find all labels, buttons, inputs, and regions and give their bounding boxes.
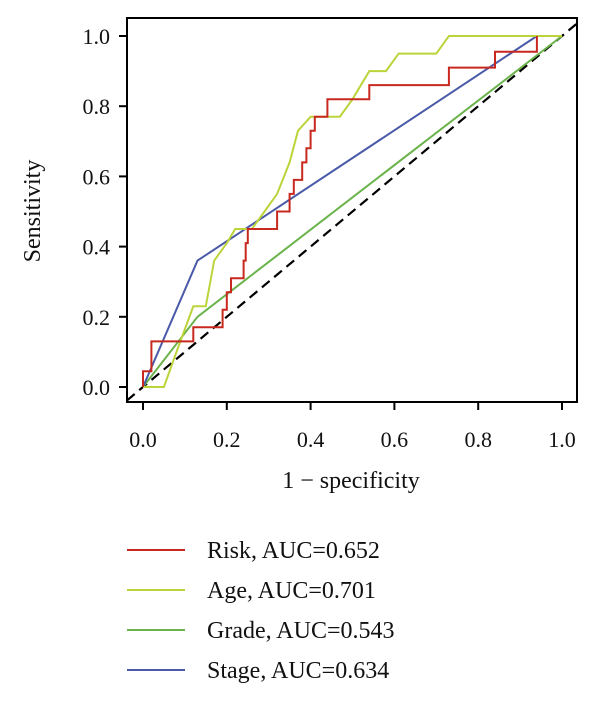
legend-label: Stage, AUC=0.634	[207, 658, 389, 684]
x-tick-label: 0.2	[213, 427, 241, 452]
x-tick-label: 0.0	[129, 427, 157, 452]
y-axis-label: Sensitivity	[20, 160, 46, 263]
x-tick-label: 1.0	[548, 427, 576, 452]
x-axis-ticks: 0.0 0.2 0.4 0.6 0.8 1.0	[129, 402, 576, 452]
y-tick-label: 0.8	[83, 94, 111, 119]
legend-item: Age, AUC=0.701	[127, 578, 376, 604]
plot-frame	[126, 17, 578, 403]
legend-label: Grade, AUC=0.543	[207, 618, 395, 644]
legend-label: Risk, AUC=0.652	[207, 538, 380, 564]
y-tick-label: 0.6	[83, 164, 111, 189]
legend-item: Grade, AUC=0.543	[127, 618, 395, 644]
reference-diagonal-line	[127, 22, 577, 402]
series-line-age	[143, 35, 562, 388]
legend-item: Risk, AUC=0.652	[127, 538, 380, 564]
legend-item: Stage, AUC=0.634	[127, 658, 389, 684]
series-line-risk	[142, 36, 538, 387]
y-tick-label: 0.2	[83, 305, 111, 330]
plot-area	[126, 17, 578, 403]
y-tick-label: 0.4	[83, 235, 111, 260]
x-tick-label: 0.8	[464, 427, 492, 452]
legend-label: Age, AUC=0.701	[207, 578, 376, 604]
x-tick-label: 0.6	[381, 427, 409, 452]
y-tick-label: 1.0	[83, 24, 111, 49]
legend: Risk, AUC=0.652 Age, AUC=0.701 Grade, AUC=…	[127, 538, 395, 684]
x-tick-label: 0.4	[297, 427, 325, 452]
series-line-grade	[142, 35, 563, 388]
x-axis-label: 1 − specificity	[282, 468, 420, 494]
y-axis-ticks: 0.0 0.2 0.4 0.6 0.8 1.0	[83, 24, 127, 400]
y-tick-label: 0.0	[83, 375, 111, 400]
